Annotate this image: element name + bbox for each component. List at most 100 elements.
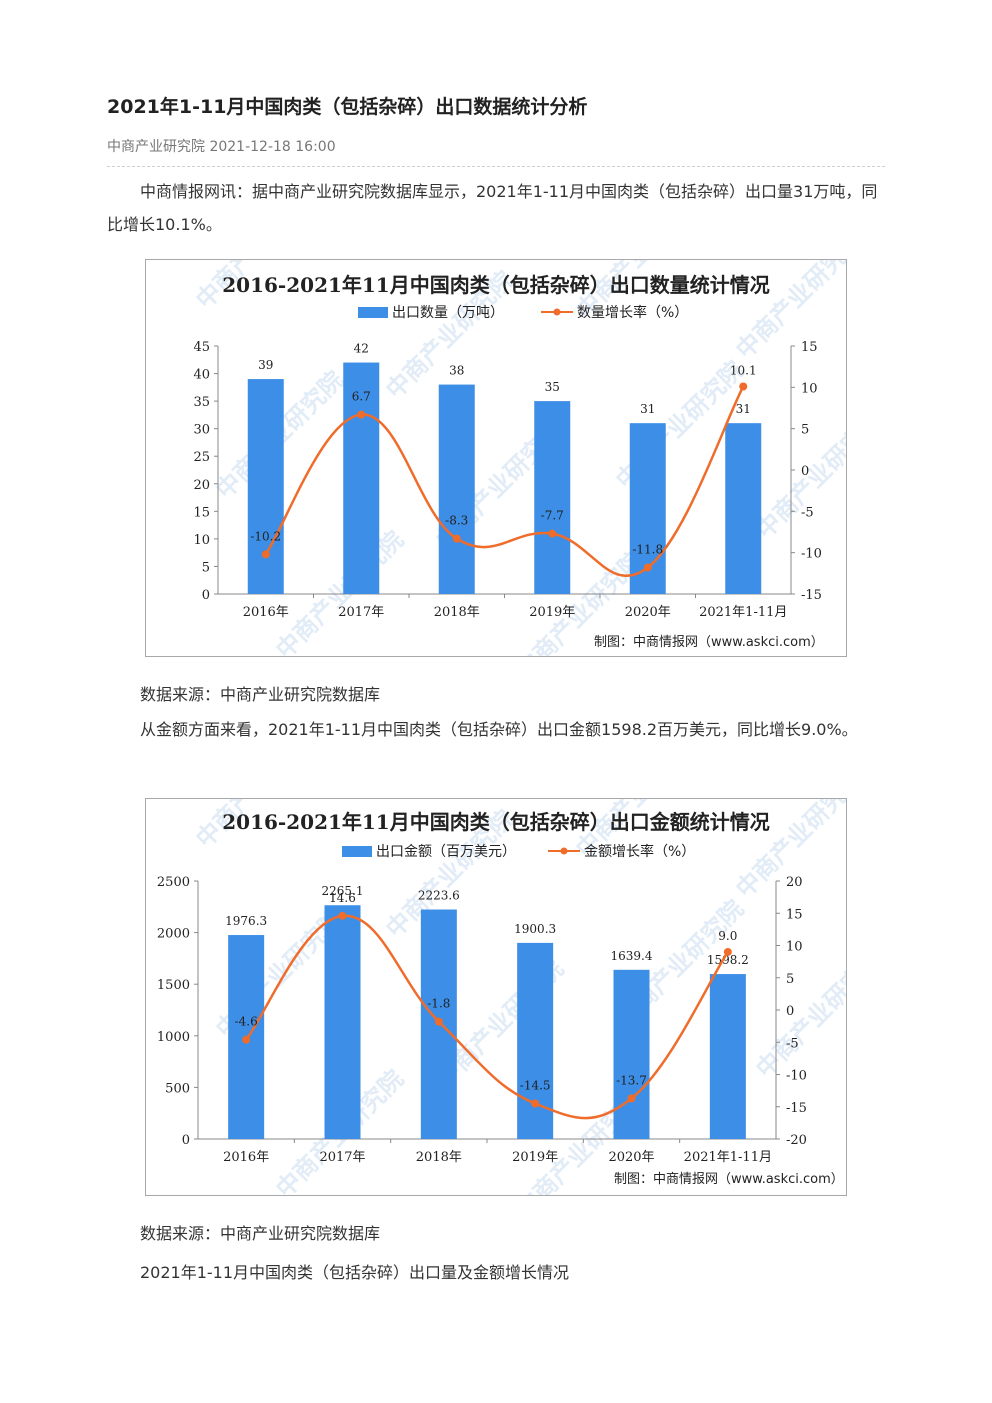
legend-bar-swatch (342, 846, 372, 857)
bar (343, 362, 380, 594)
bar (725, 423, 762, 594)
chart-amount: 中商产业研究院 中商产业研究院 中商产业研究院 中商产业研究院 中商产业研究院 中商产业研… (145, 798, 847, 1196)
y-tick-label-left: 35 (193, 395, 210, 410)
x-category-label: 2021年1-11月 (684, 1150, 772, 1165)
y-tick-label-right: -20 (786, 1133, 807, 1148)
y-tick-label-right: -15 (786, 1101, 807, 1116)
amount-paragraph: 从金额方面来看，2021年1-11月中国肉类（包括杂碎）出口金额1598.2百万… (140, 720, 858, 739)
growth-point (548, 529, 557, 538)
y-tick-label-right: 10 (786, 940, 803, 955)
growth-value-label: 9.0 (718, 929, 737, 943)
x-category-label: 2019年 (512, 1150, 558, 1165)
intro-paragraph: 中商情报网讯：据中商产业研究院数据库显示，2021年1-11月中国肉类（包括杂碎… (107, 182, 878, 234)
bar (709, 974, 746, 1139)
watermark-logo: 中商产业研究院 (750, 945, 846, 1084)
legend-bar-label: 出口数量（万吨） (392, 305, 504, 321)
growth-point (531, 1099, 540, 1108)
growth-value-label: 14.6 (329, 891, 356, 905)
y-tick-label-right: -5 (801, 505, 814, 520)
chart-credit: 制图：中商情报网（www.askci.com） (614, 1172, 844, 1187)
y-tick-label-right: -5 (786, 1036, 799, 1051)
footer-caption: 2021年1-11月中国肉类（包括杂碎）出口量及金额增长情况 (140, 1263, 570, 1282)
article-meta: 中商产业研究院 2021-12-18 16:00 (107, 139, 336, 155)
growth-point (357, 410, 366, 419)
growth-point (739, 382, 748, 391)
y-tick-label-left: 1500 (157, 978, 190, 993)
bar (438, 384, 475, 594)
x-category-label: 2020年 (608, 1150, 654, 1165)
x-category-label: 2016年 (223, 1150, 269, 1165)
x-category-label: 2019年 (529, 605, 575, 620)
source-note-1: 数据来源：中商产业研究院数据库 (140, 685, 381, 704)
legend-line-marker (553, 308, 561, 316)
x-category-label: 2017年 (338, 605, 384, 620)
x-category-label: 2018年 (434, 605, 480, 620)
bar (324, 905, 361, 1139)
growth-value-label: -13.7 (616, 1073, 647, 1087)
y-tick-label-right: 15 (801, 340, 818, 355)
growth-line (245, 914, 729, 1120)
y-tick-label-right: 20 (786, 875, 803, 890)
growth-point (723, 947, 732, 956)
y-tick-label-right: 15 (786, 907, 803, 922)
growth-line (264, 385, 745, 577)
x-category-label: 2020年 (625, 605, 671, 620)
x-category-label: 2018年 (416, 1150, 462, 1165)
watermark-logo: 中商产业研究院 (750, 406, 846, 545)
y-tick-label-left: 45 (193, 340, 210, 355)
growth-value-label: -7.7 (541, 509, 564, 523)
watermark-logo: 中商产业研究院 (270, 526, 409, 656)
growth-point (643, 563, 652, 572)
growth-point (242, 1035, 251, 1044)
bar-value-label: 42 (354, 342, 369, 356)
y-tick-label-left: 40 (193, 368, 210, 383)
growth-value-label: -14.5 (520, 1079, 551, 1093)
legend-bar-swatch (358, 307, 388, 318)
y-tick-label-left: 20 (193, 478, 210, 493)
y-tick-label-left: 1000 (157, 1030, 190, 1045)
article-title: 2021年1-11月中国肉类（包括杂碎）出口数据统计分析 (107, 96, 588, 118)
x-category-label: 2016年 (243, 605, 289, 620)
growth-value-label: -8.3 (445, 514, 468, 528)
growth-point (452, 534, 461, 543)
y-tick-label-left: 0 (202, 588, 210, 603)
y-tick-label-left: 5 (202, 560, 210, 575)
bar (534, 401, 571, 594)
legend-line-marker (560, 847, 568, 855)
bar-value-label: 38 (449, 364, 464, 378)
y-tick-label-right: 5 (801, 423, 809, 438)
bar-value-label: 35 (545, 380, 560, 394)
y-tick-label-right: -10 (786, 1069, 807, 1084)
bar-value-label: 31 (736, 402, 751, 416)
y-tick-label-right: -10 (801, 547, 822, 562)
y-tick-label-right: 0 (786, 1004, 794, 1019)
growth-value-label: -11.8 (632, 543, 663, 557)
bar (247, 379, 284, 594)
bar-value-label: 1639.4 (611, 949, 653, 963)
y-tick-label-right: 5 (786, 972, 794, 987)
bar-value-label: 2265.1 (322, 884, 364, 898)
growth-value-label: -10.2 (250, 529, 281, 543)
divider (107, 166, 885, 167)
growth-point (338, 911, 347, 920)
bar-value-label: 39 (258, 358, 273, 372)
x-category-label: 2021年1-11月 (699, 605, 787, 620)
chart-quantity: 中商产业研究院 中商产业研究院 中商产业研究院 中商产业研究院 中商产业研究院 中商产业研… (145, 259, 847, 657)
source-note-2: 数据来源：中商产业研究院数据库 (140, 1224, 381, 1243)
y-tick-label-left: 500 (165, 1081, 190, 1096)
bar-value-label: 2223.6 (418, 889, 460, 903)
chart-title: 2016-2021年11月中国肉类（包括杂碎）出口金额统计情况 (222, 810, 769, 834)
legend-line-label: 数量增长率（%） (577, 304, 688, 321)
growth-value-label: -1.8 (427, 997, 450, 1011)
y-tick-label-right: 10 (801, 381, 818, 396)
legend-bar-label: 出口金额（百万美元） (376, 844, 516, 860)
bar-value-label: 1598.2 (707, 953, 749, 967)
chart-title: 2016-2021年11月中国肉类（包括杂碎）出口数量统计情况 (222, 273, 769, 297)
y-tick-label-left: 10 (193, 533, 210, 548)
y-tick-label-left: 25 (193, 450, 210, 465)
y-tick-label-left: 0 (182, 1133, 190, 1148)
y-tick-label-right: -15 (801, 588, 822, 603)
y-tick-label-left: 15 (193, 505, 210, 520)
